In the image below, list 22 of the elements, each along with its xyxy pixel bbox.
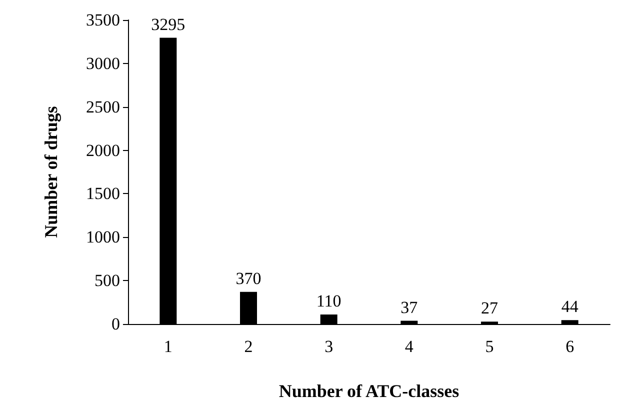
- x-tick-label: 3: [324, 337, 334, 356]
- data-label: 27: [481, 298, 498, 318]
- y-axis-title: Number of drugs: [41, 106, 61, 238]
- y-tick-label: 0: [112, 314, 120, 334]
- y-tick-label: 3000: [86, 54, 120, 73]
- data-label: 370: [236, 268, 262, 288]
- x-tick-label: 2: [244, 337, 253, 356]
- y-tick-label: 3500: [86, 10, 120, 30]
- x-axis-title: Number of ATC-classes: [278, 381, 460, 401]
- y-tick-label: 1500: [86, 184, 120, 204]
- data-label: 37: [400, 298, 418, 317]
- y-tick-label: 2000: [86, 140, 120, 160]
- y-tick-label: 500: [94, 271, 120, 290]
- x-tick-label: 1: [164, 337, 172, 356]
- x-tick-label: 6: [566, 337, 574, 356]
- data-label: 44: [561, 297, 579, 316]
- y-tick-label: 2500: [86, 97, 120, 116]
- data-label: 110: [316, 291, 342, 310]
- x-tick-label: 4: [404, 337, 414, 356]
- y-tick-label: 1000: [86, 228, 120, 247]
- data-label: 3295: [151, 14, 186, 34]
- x-tick-label: 5: [485, 337, 494, 356]
